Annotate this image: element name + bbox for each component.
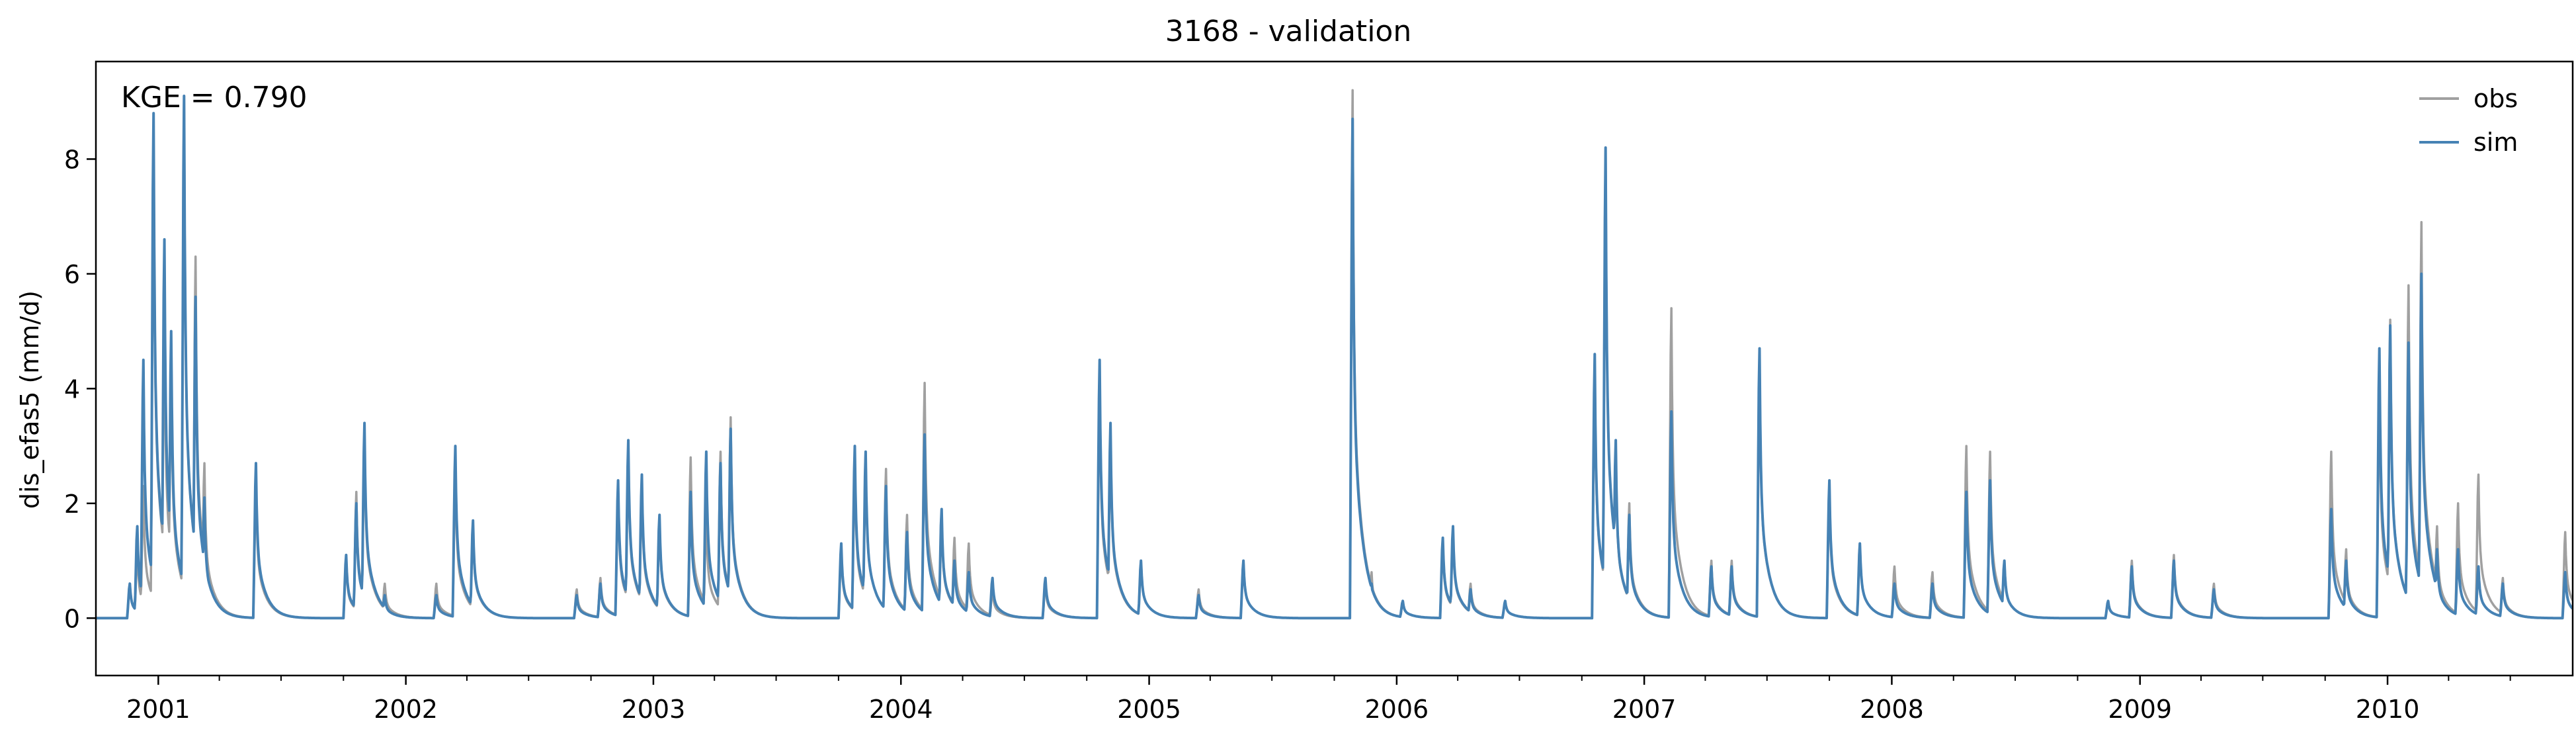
y-tick-label: 4 [64, 374, 80, 404]
plot-frame [95, 60, 2574, 677]
x-tick-label: 2002 [374, 695, 438, 724]
x-tick-label: 2009 [2108, 695, 2172, 724]
y-axis-label: dis_efas5 (mm/d) [15, 290, 44, 509]
axes-layer: 0 2 4 6 8 2001 2002 2003 2004 2005 2006 2007 2008 200… [64, 145, 2511, 724]
legend-label-sim: sim [2473, 128, 2518, 157]
x-tick-label: 2005 [1117, 695, 1181, 724]
legend: obs sim [2419, 84, 2518, 157]
chart-title: 3168 - validation [1165, 15, 1411, 48]
y-tick-label: 8 [64, 145, 80, 174]
series-line-sim [96, 95, 2573, 620]
y-tick-label: 2 [64, 490, 80, 519]
x-tick-label: 2008 [1860, 695, 1924, 724]
y-tick-label: 6 [64, 260, 80, 289]
x-tick-label: 2001 [126, 695, 190, 724]
x-tick-label: 2010 [2356, 695, 2420, 724]
y-tick-label: 0 [64, 604, 80, 633]
x-tick-label: 2006 [1364, 695, 1429, 724]
x-tick-label: 2007 [1612, 695, 1677, 724]
legend-label-obs: obs [2473, 84, 2518, 113]
kge-annotation: KGE = 0.790 [121, 81, 308, 114]
x-tick-label: 2003 [622, 695, 686, 724]
x-tick-label: 2004 [869, 695, 933, 724]
plot-area [96, 89, 2573, 620]
series-layer [96, 89, 2573, 620]
